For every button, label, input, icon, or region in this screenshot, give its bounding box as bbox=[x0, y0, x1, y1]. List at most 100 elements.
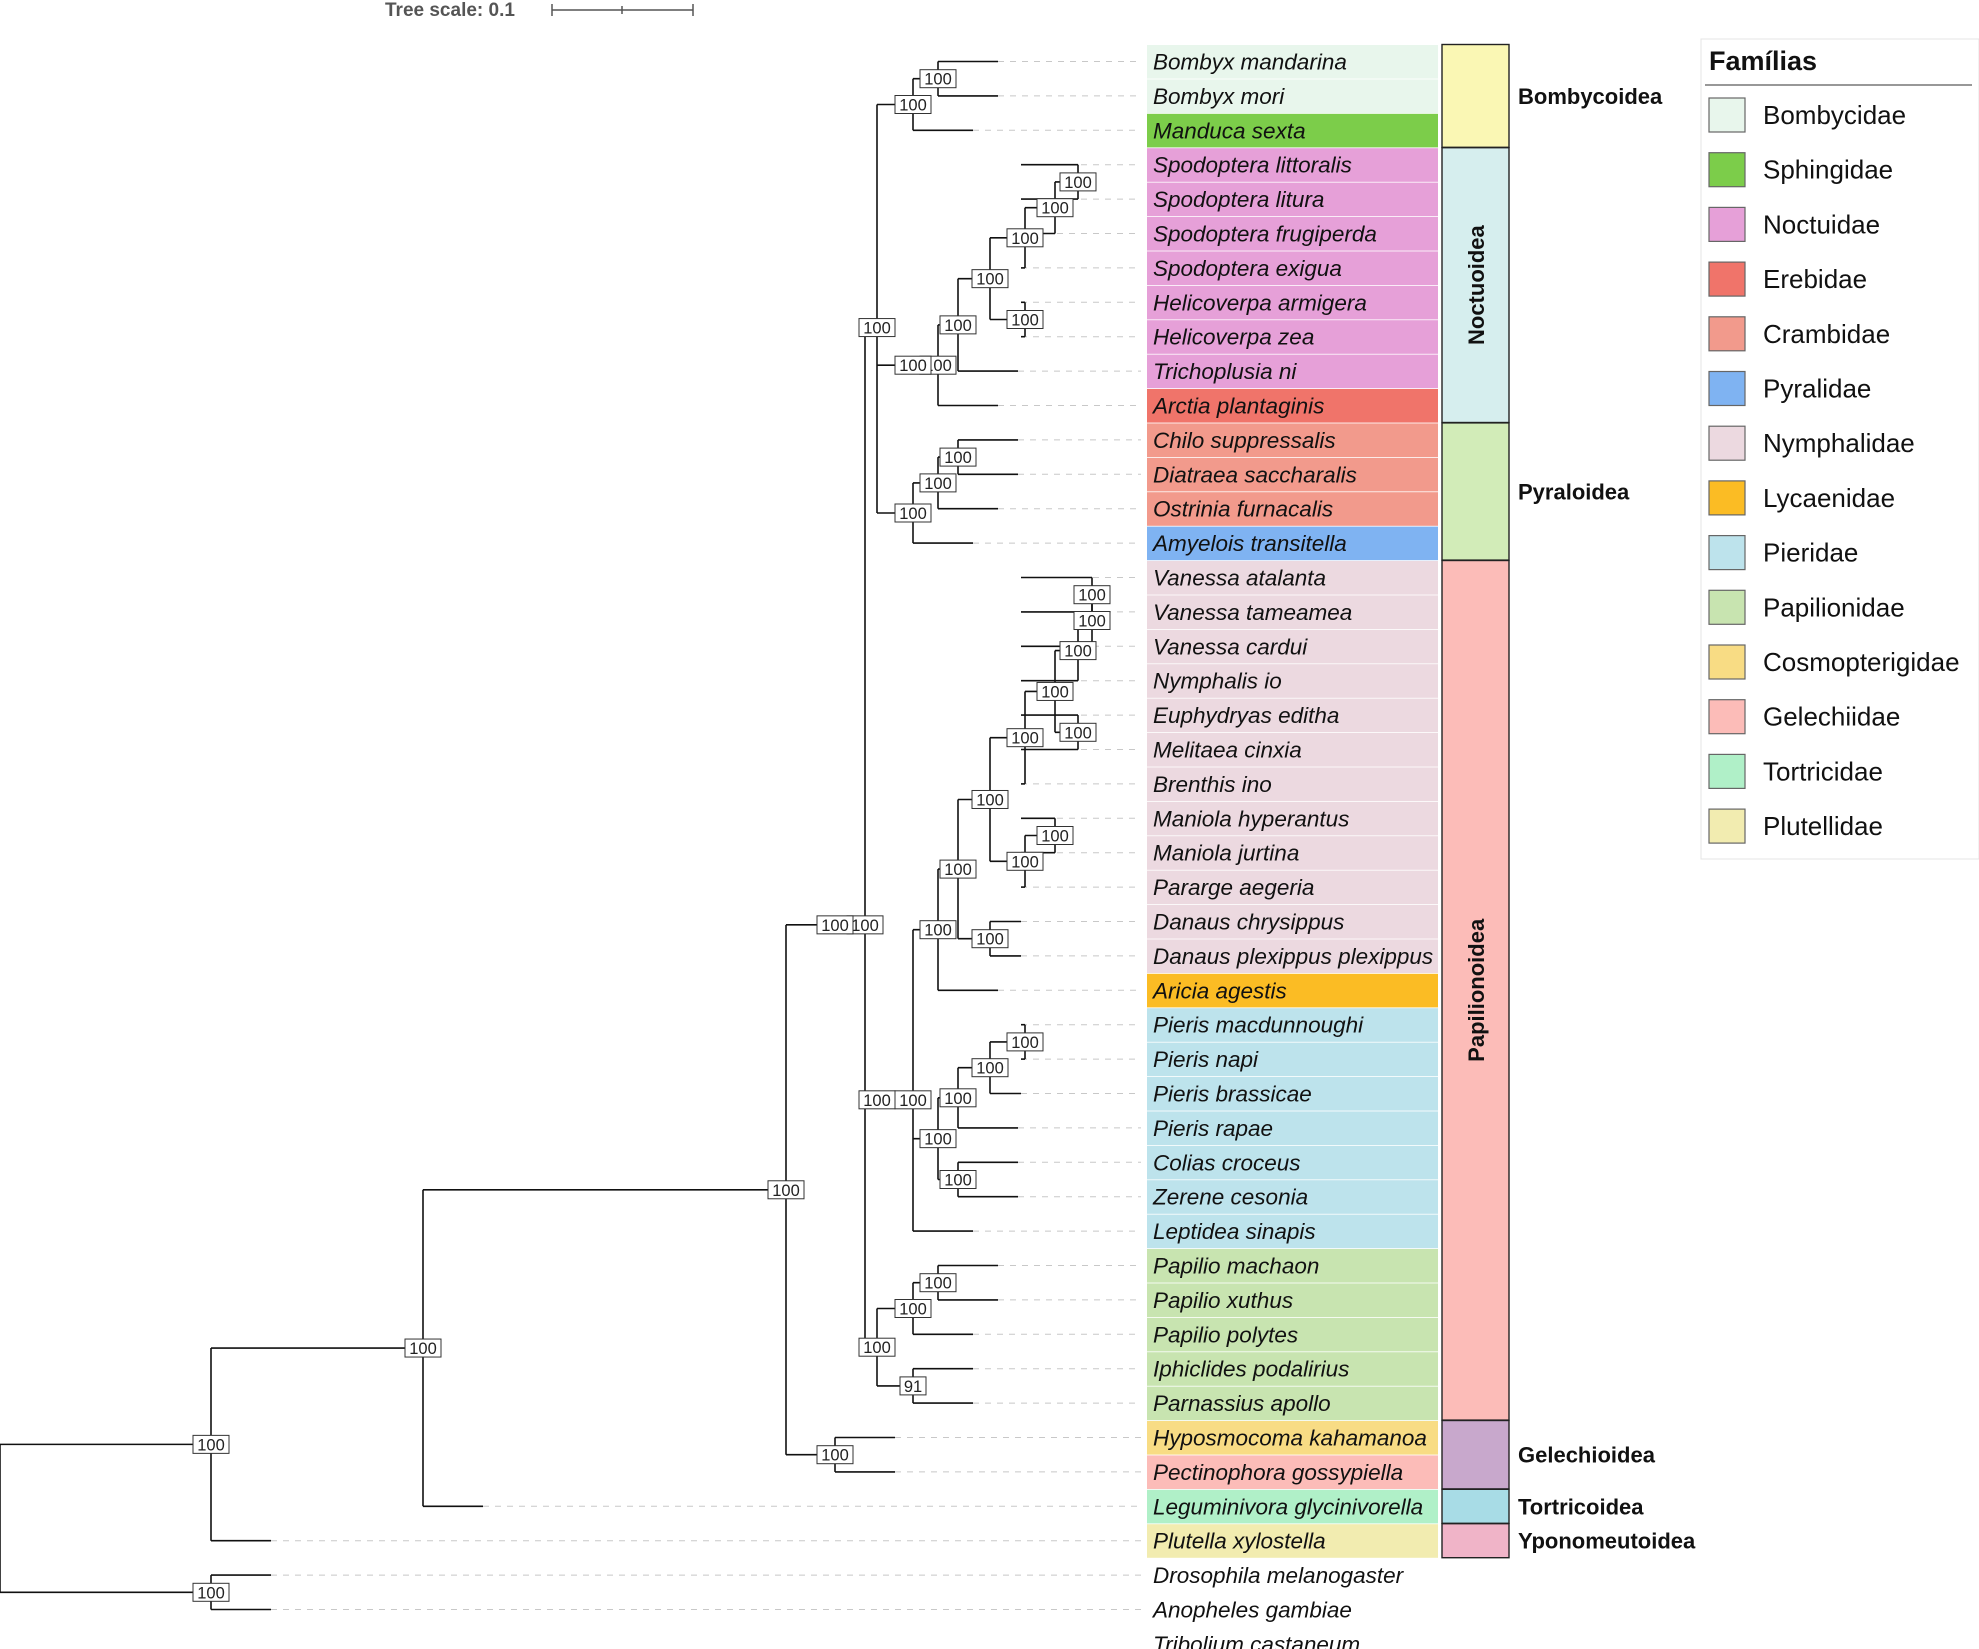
taxon-label: Leptidea sinapis bbox=[1153, 1219, 1316, 1244]
tree-scale-label: Tree scale: 0.1 bbox=[385, 0, 515, 21]
bootstrap-box bbox=[894, 503, 932, 523]
family-stripe-vanessa-cardui bbox=[1147, 629, 1438, 664]
family-stripe-vanessa-tameamea bbox=[1147, 595, 1438, 629]
family-stripe-danaus-chrysippus bbox=[1147, 905, 1438, 939]
family-stripe-brenthis-ino bbox=[1147, 767, 1438, 801]
taxon-label: Leguminivora glycinivorella bbox=[1153, 1494, 1423, 1519]
taxon-label: Drosophila melanogaster bbox=[1153, 1563, 1405, 1588]
bootstrap-box bbox=[1059, 172, 1097, 192]
family-stripe-hyposmocoma-kahamanoa bbox=[1147, 1421, 1438, 1455]
bootstrap-value: 100 bbox=[197, 1436, 225, 1454]
bootstrap-value: 100 bbox=[1011, 853, 1039, 871]
legend-title: Famílias bbox=[1709, 46, 1817, 76]
legend-swatch-gelechiidae bbox=[1708, 699, 1746, 735]
bootstrap-value: 100 bbox=[924, 1131, 952, 1149]
superfamily-blocks: Bombycoidea Noctuoidea Pyraloidea Papiliono… bbox=[1441, 43, 1696, 1559]
family-stripe-leptidea-sinapis bbox=[1147, 1214, 1438, 1249]
bootstrap-box bbox=[971, 929, 1009, 949]
taxon-label: Papilio polytes bbox=[1153, 1322, 1298, 1347]
taxon-label: Nymphalis io bbox=[1153, 669, 1282, 694]
family-stripe-ostrinia-furnacalis bbox=[1147, 492, 1438, 526]
legend-label: Noctuidae bbox=[1763, 209, 1880, 239]
tree-branches bbox=[0, 60, 1093, 1611]
family-stripe-spodoptera-littoralis bbox=[1147, 148, 1438, 182]
family-stripe-diatraea-saccharalis bbox=[1147, 457, 1438, 492]
family-stripe-chilo-suppressalis bbox=[1147, 423, 1438, 457]
taxon-label: Colias croceus bbox=[1153, 1150, 1301, 1175]
bootstrap-box bbox=[919, 473, 957, 493]
superfamily-block-pyraloidea bbox=[1441, 422, 1510, 561]
legend-box bbox=[1700, 38, 1979, 860]
family-stripe-amyelois-transitella bbox=[1147, 526, 1438, 561]
legend-label: Plutellidae bbox=[1763, 811, 1883, 841]
legend-label: Pyralidae bbox=[1763, 374, 1871, 404]
taxon-label: Euphydryas editha bbox=[1153, 703, 1339, 728]
bootstrap-value: 100 bbox=[1041, 683, 1069, 701]
taxon-label: Zerene cesonia bbox=[1152, 1185, 1308, 1210]
bootstrap-box bbox=[1036, 826, 1074, 845]
bootstrap-box bbox=[858, 1090, 896, 1110]
legend-swatch-pieridae bbox=[1708, 534, 1746, 571]
taxon-label: Hyposmocoma kahamanoa bbox=[1153, 1426, 1427, 1451]
bootstrap-value: 100 bbox=[1041, 828, 1069, 846]
family-stripe-helicoverpa-armigera bbox=[1147, 285, 1438, 320]
family-stripe-pieris-rapae bbox=[1147, 1111, 1438, 1145]
family-stripe-helicoverpa-zea bbox=[1147, 320, 1438, 354]
taxon-label: Spodoptera exigua bbox=[1153, 256, 1342, 281]
superfamily-label: Yponomeutoidea bbox=[1518, 1529, 1696, 1554]
taxon-label: Spodoptera litura bbox=[1153, 187, 1324, 212]
bootstrap-box bbox=[1006, 310, 1044, 329]
legend-swatch-noctuidae bbox=[1708, 206, 1746, 242]
taxon-label: Manduca sexta bbox=[1153, 118, 1306, 143]
legend-items: Bombycidae Sphingidae Noctuidae Erebidae Cra… bbox=[1708, 97, 1960, 844]
legend-label: Cosmopterigidae bbox=[1763, 647, 1960, 677]
family-stripe-maniola-hyperantus bbox=[1147, 801, 1438, 836]
bootstrap-value: 100 bbox=[976, 271, 1004, 289]
bootstrap-box bbox=[894, 1299, 932, 1318]
legend-swatch-bombycidae bbox=[1708, 97, 1746, 133]
taxon-label: Iphiclides podalirius bbox=[1153, 1357, 1349, 1382]
family-stripe-pieris-brassicae bbox=[1147, 1077, 1438, 1111]
legend-swatch-lycaenidae bbox=[1708, 480, 1746, 516]
taxon-label: Pieris napi bbox=[1153, 1047, 1259, 1072]
superfamily-label: Papilionoidea bbox=[1464, 918, 1489, 1062]
superfamily-label: Tortricoidea bbox=[1518, 1494, 1644, 1519]
bootstrap-box bbox=[767, 1180, 805, 1200]
superfamily-label: Pyraloidea bbox=[1518, 480, 1630, 505]
legend-swatch-crambidae bbox=[1708, 316, 1746, 352]
bootstrap-value: 100 bbox=[1011, 1034, 1039, 1052]
taxon-label: Papilio machaon bbox=[1153, 1254, 1319, 1279]
family-stripe-spodoptera-exigua bbox=[1147, 251, 1438, 285]
legend-swatch-tortricidae bbox=[1708, 753, 1746, 790]
family-stripe-zerene-cesonia bbox=[1147, 1180, 1438, 1214]
family-stripe-pectinophora-gossypiella bbox=[1147, 1455, 1438, 1489]
bootstrap-box bbox=[1059, 722, 1097, 742]
family-stripe-pieris-napi bbox=[1147, 1042, 1438, 1077]
legend-swatch-erebidae bbox=[1708, 261, 1746, 297]
legend-label: Nymphalidae bbox=[1763, 428, 1915, 458]
taxon-label: Danaus chrysippus bbox=[1153, 910, 1344, 935]
bootstrap-value: 100 bbox=[976, 931, 1004, 949]
bootstrap-box bbox=[1059, 641, 1097, 661]
legend-label: Erebidae bbox=[1763, 264, 1867, 294]
family-stripe-manduca-sexta bbox=[1147, 113, 1438, 148]
superfamily-block-tortricoidea bbox=[1441, 1488, 1510, 1525]
bootstrap-value: 100 bbox=[899, 1301, 927, 1319]
family-color-stripes bbox=[1147, 45, 1438, 1558]
taxon-label: Trichoplusia ni bbox=[1153, 359, 1297, 384]
bootstrap-value: 100 bbox=[899, 357, 927, 375]
taxon-label: Amyelois transitella bbox=[1151, 531, 1347, 556]
bootstrap-value: 100 bbox=[944, 861, 972, 879]
bootstrap-box bbox=[1006, 851, 1044, 871]
family-stripe-vanessa-atalanta bbox=[1147, 561, 1438, 595]
taxon-label: Vanessa cardui bbox=[1153, 634, 1308, 659]
taxon-labels: Bombyx mandarina Bombyx mori Manduca sexta… bbox=[1151, 50, 1433, 1649]
legend-swatch-plutellidae bbox=[1708, 808, 1746, 844]
taxon-label: Helicoverpa zea bbox=[1153, 325, 1314, 350]
bootstrap-value: 100 bbox=[944, 1090, 972, 1108]
taxon-label: Pectinophora gossypiella bbox=[1153, 1460, 1403, 1485]
taxon-label: Vanessa atalanta bbox=[1153, 566, 1326, 591]
bootstrap-value: 100 bbox=[863, 320, 891, 338]
bootstrap-value: 100 bbox=[1011, 312, 1039, 330]
